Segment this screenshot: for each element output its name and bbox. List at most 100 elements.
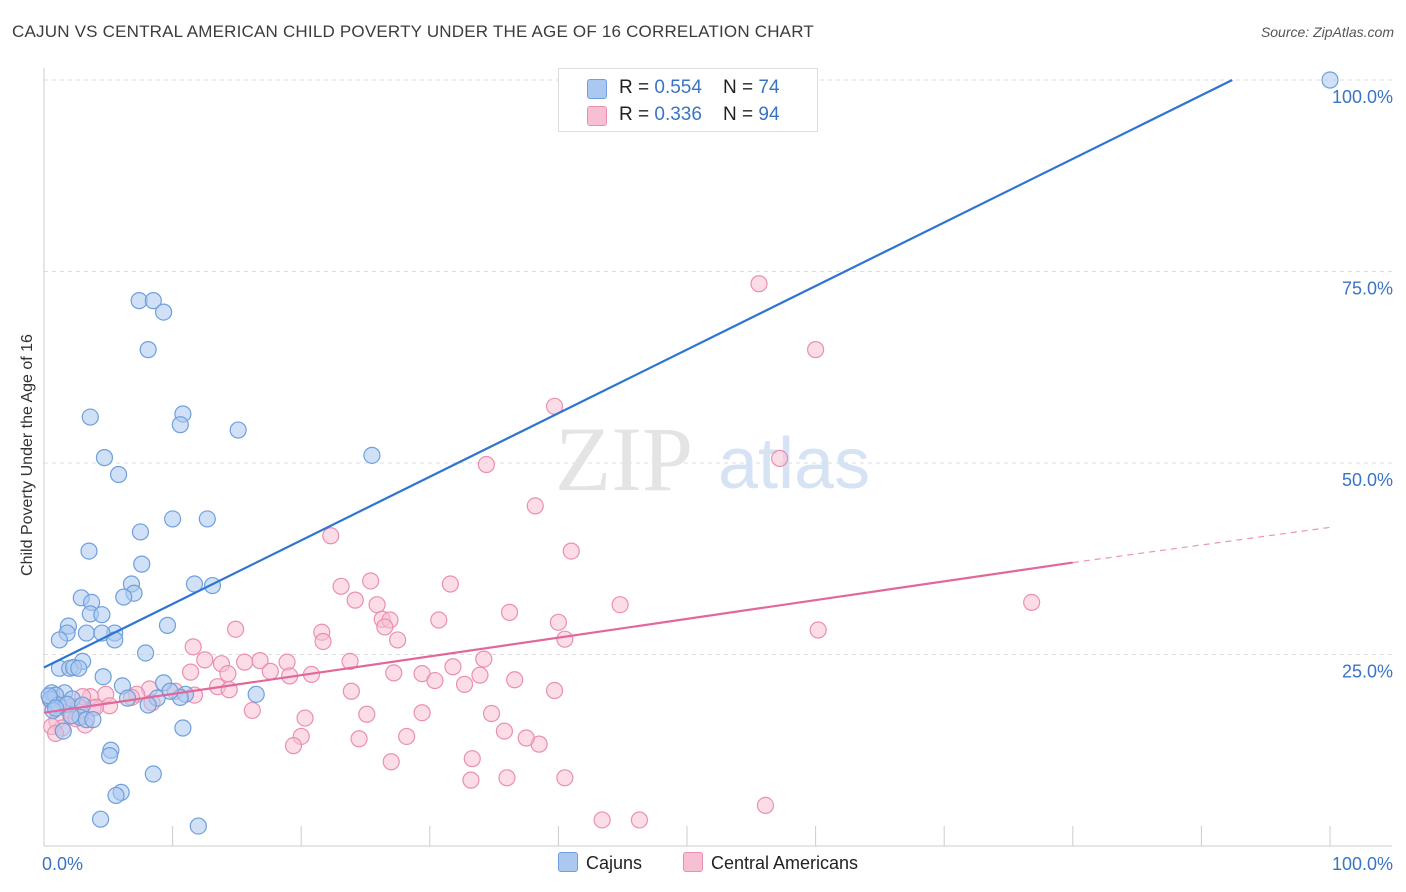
cajun-point	[174, 719, 192, 737]
y-tick-label: 75.0%	[1342, 279, 1393, 299]
cajun-point	[54, 722, 72, 740]
cajun-point	[81, 408, 99, 426]
central-american-point	[350, 730, 368, 748]
cajun-point	[94, 668, 112, 686]
y-tick-label: 50.0%	[1342, 470, 1393, 490]
cajun-point	[139, 341, 157, 359]
cajun-point	[144, 765, 162, 783]
central-american-point	[482, 704, 501, 723]
central-american-point	[498, 769, 516, 787]
central-american-points	[41, 275, 1041, 829]
cajun-trend-line	[43, 79, 1233, 669]
grid-lines	[44, 79, 1392, 655]
central-american-point	[341, 652, 359, 670]
cajun-point	[77, 624, 96, 642]
central-american-point	[556, 769, 574, 787]
central-american-point	[471, 666, 489, 684]
central-n-value: 94	[758, 104, 780, 125]
cajun-point	[107, 786, 125, 805]
central-american-point	[444, 658, 462, 676]
central-american-point	[332, 577, 350, 595]
central-american-point	[342, 682, 360, 700]
central-american-point	[517, 729, 535, 747]
source-label: Source: ZipAtlas.com	[1260, 24, 1394, 40]
cajun-point	[133, 555, 151, 573]
y-tick-label: 100.0%	[1332, 87, 1393, 107]
cajun-point	[93, 606, 111, 624]
cajun-point	[139, 696, 157, 714]
central-american-point	[376, 618, 394, 636]
bottom-central-swatch	[683, 852, 703, 872]
central-american-point	[314, 632, 332, 651]
central-american-point	[346, 591, 364, 609]
cajun-point	[70, 659, 88, 677]
axes	[43, 68, 1392, 847]
cajun-point	[154, 303, 173, 321]
central-trend-line	[43, 561, 1073, 714]
central-american-point	[462, 771, 480, 789]
cajun-point	[109, 465, 128, 484]
watermark-atlas: atlas	[718, 424, 870, 504]
cajun-point	[136, 644, 155, 662]
central-american-point	[236, 653, 254, 671]
central-american-point	[296, 709, 314, 727]
cajun-point	[84, 711, 102, 729]
central-american-point	[770, 449, 789, 468]
cajun-point	[95, 449, 114, 467]
central-american-point	[322, 527, 340, 545]
central-american-point	[806, 341, 825, 359]
cajun-points	[40, 71, 1339, 835]
central-american-point	[500, 603, 519, 621]
central-r-value: 0.336	[654, 104, 702, 125]
cajun-point	[189, 817, 207, 835]
central-american-point	[261, 662, 279, 680]
y-axis-label: Child Poverty Under the Age of 16	[19, 334, 36, 576]
central-american-point	[463, 750, 481, 768]
central-american-point	[243, 701, 261, 720]
cajun-point	[171, 416, 189, 434]
central-american-point	[556, 630, 574, 648]
central-american-point	[100, 697, 119, 715]
cajun-point	[91, 810, 110, 828]
central-american-point	[284, 737, 303, 755]
y-tick-label: 25.0%	[1342, 662, 1393, 682]
tick-labels: 25.0% 50.0% 75.0% 100.0% 0.0% 100.0%	[42, 87, 1393, 874]
watermark-zip: ZIP	[555, 408, 693, 510]
central-american-point	[389, 631, 407, 649]
central-american-point	[1023, 593, 1041, 612]
central-american-point	[426, 671, 444, 690]
central-american-point	[630, 811, 649, 829]
central-american-point	[809, 621, 827, 639]
cajun-point	[229, 421, 247, 439]
central-american-point	[196, 651, 214, 669]
chart-title: CAJUN VS CENTRAL AMERICAN CHILD POVERTY …	[12, 22, 814, 41]
bottom-central-label: Central Americans	[711, 853, 859, 873]
central-american-point	[430, 611, 448, 629]
central-american-point	[475, 650, 493, 668]
cajun-point	[46, 699, 65, 717]
cajun-point	[80, 542, 98, 560]
cajun-point	[100, 747, 119, 765]
cajun-r-label: R =	[619, 77, 655, 98]
central-american-point	[495, 722, 513, 740]
cajun-point	[144, 292, 162, 310]
central-american-point	[756, 796, 775, 815]
cajun-r-value: 0.554	[654, 77, 702, 98]
cajun-point	[1321, 71, 1339, 89]
legend: R = 0.554 N = 74 R = 0.336 N = 94	[558, 68, 818, 132]
central-trend-extension	[1072, 526, 1331, 564]
cajun-point	[50, 631, 69, 649]
cajun-point	[247, 685, 265, 703]
central-american-point	[455, 675, 474, 693]
central-american-point	[477, 455, 495, 474]
central-american-point	[398, 727, 416, 746]
central-american-point	[184, 638, 202, 656]
central-american-point	[750, 275, 768, 293]
central-american-point	[441, 575, 459, 593]
bottom-legend-cajuns: Cajuns	[558, 852, 642, 874]
central-american-point	[358, 705, 376, 723]
cajun-point	[131, 523, 150, 541]
x-tick-label-min: 0.0%	[42, 854, 83, 874]
central-american-point	[413, 704, 431, 722]
